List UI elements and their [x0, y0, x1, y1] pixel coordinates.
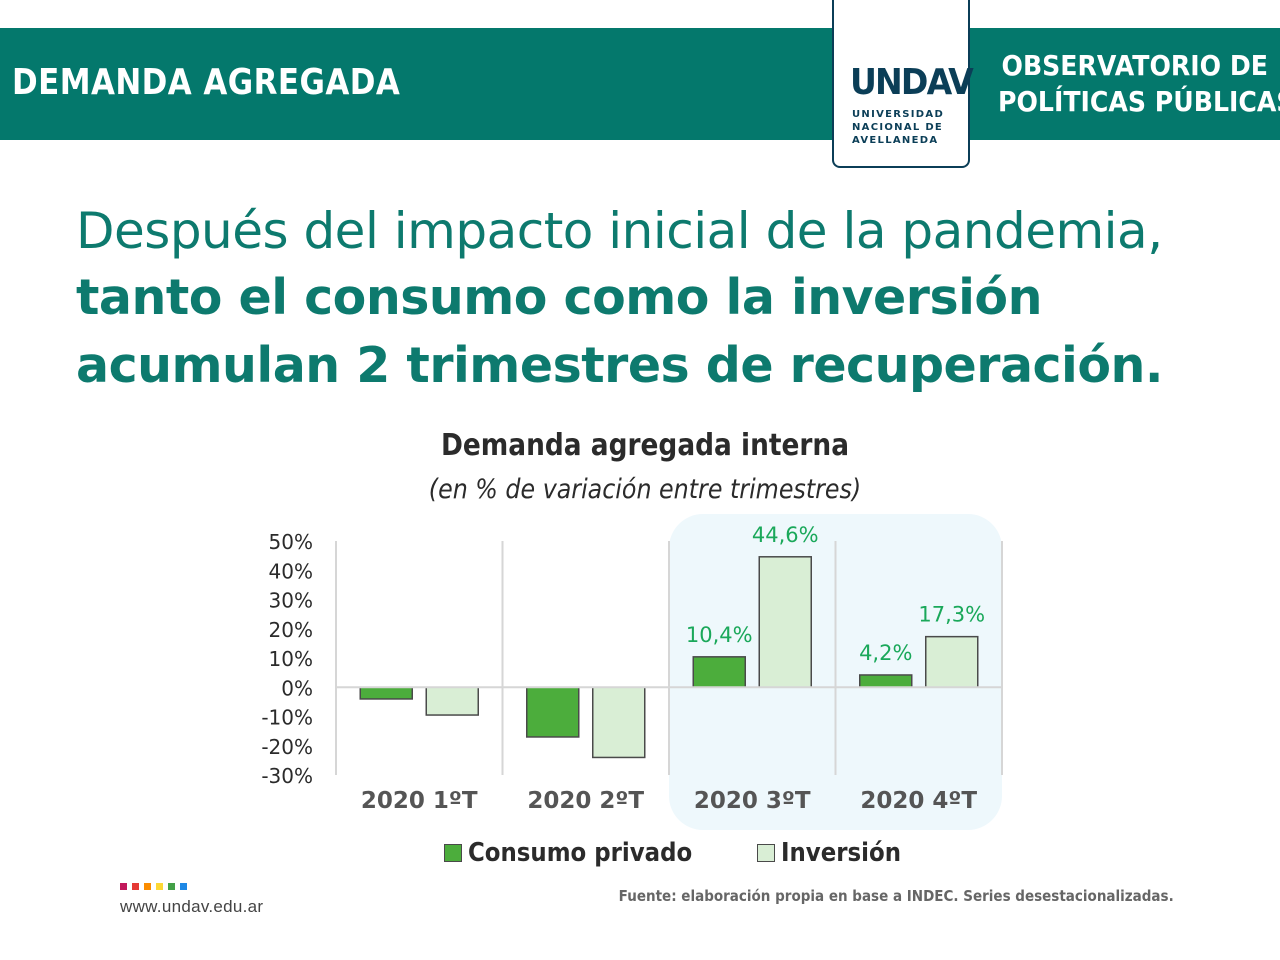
- y-tick-label: 40%: [269, 559, 313, 583]
- y-tick-label: 0%: [281, 676, 313, 700]
- brand-dot: [144, 883, 151, 890]
- x-tick-label: 2020 2ºT: [527, 788, 644, 814]
- source-note: Fuente: elaboración propia en base a IND…: [618, 887, 1174, 905]
- headline-line-2: tanto el consumo como la inversión: [76, 269, 1042, 326]
- bar-inversion: [758, 556, 812, 688]
- chart-subtitle: (en % de variación entre trimestres): [428, 474, 862, 505]
- chart-legend: Consumo privado Inversión: [444, 838, 951, 868]
- bar-consumo: [526, 686, 580, 738]
- logo-line-2: NACIONAL DE: [852, 122, 944, 133]
- logo-mark: UNDAV: [850, 62, 974, 103]
- y-tick-label: 20%: [269, 618, 313, 642]
- undav-logo: UNDAV UNIVERSIDAD NACIONAL DE AVELLANEDA: [832, 0, 974, 168]
- brand-dot: [120, 883, 127, 890]
- bar-inversion: [592, 686, 646, 759]
- y-tick-label: -10%: [261, 706, 313, 730]
- bar-inversion: [425, 686, 479, 716]
- data-label: 17,3%: [918, 603, 985, 627]
- legend-item-consumo: Consumo privado: [444, 838, 723, 868]
- brand-dots: [120, 883, 192, 890]
- legend-item-inversion: Inversión: [756, 838, 917, 868]
- brand-dot: [168, 883, 175, 890]
- legend-swatch-consumo: [444, 844, 462, 862]
- logo-text: UNIVERSIDAD NACIONAL DE AVELLANEDA: [852, 108, 962, 147]
- bar-consumo: [859, 674, 913, 689]
- brand-dot: [156, 883, 163, 890]
- legend-swatch-inversion: [756, 844, 775, 862]
- y-tick-label: 30%: [269, 589, 313, 613]
- x-tick-label: 2020 1ºT: [361, 788, 478, 814]
- brand-dot: [180, 883, 187, 890]
- data-label: 4,2%: [859, 641, 912, 665]
- headline-line-1: Después del impacto inicial de la pandem…: [76, 202, 1163, 260]
- observatory-title: OBSERVATORIO DE POLÍTICAS PÚBLICAS: [968, 48, 1280, 120]
- y-tick-label: 50%: [269, 530, 313, 554]
- y-tick-label: 10%: [269, 647, 313, 671]
- legend-label-consumo: Consumo privado: [468, 838, 693, 868]
- y-tick-label: -30%: [261, 764, 313, 788]
- chart-title: Demanda agregada interna: [440, 428, 850, 463]
- headline-line-3: acumulan 2 trimestres de recuperación.: [76, 337, 1164, 394]
- headline: Después del impacto inicial de la pandem…: [76, 198, 1256, 400]
- brand-dot: [132, 883, 139, 890]
- page-title: DEMANDA AGREGADA: [12, 62, 401, 103]
- bar-inversion: [925, 635, 979, 689]
- observatory-line-2: POLÍTICAS PÚBLICAS: [998, 85, 1280, 118]
- observatory-line-1: OBSERVATORIO DE: [1001, 49, 1268, 82]
- x-tick-label: 2020 3ºT: [694, 788, 811, 814]
- bar-consumo: [692, 656, 746, 689]
- legend-label-inversion: Inversión: [780, 838, 901, 868]
- data-label: 44,6%: [752, 523, 819, 547]
- y-tick-label: -20%: [261, 735, 313, 759]
- logo-line-1: UNIVERSIDAD: [852, 109, 945, 120]
- x-tick-label: 2020 4ºT: [860, 788, 977, 814]
- website-link[interactable]: www.undav.edu.ar: [120, 897, 264, 916]
- bar-consumo: [359, 686, 413, 700]
- header-bar: [0, 28, 1280, 140]
- logo-line-3: AVELLANEDA: [852, 135, 939, 146]
- data-label: 10,4%: [686, 623, 753, 647]
